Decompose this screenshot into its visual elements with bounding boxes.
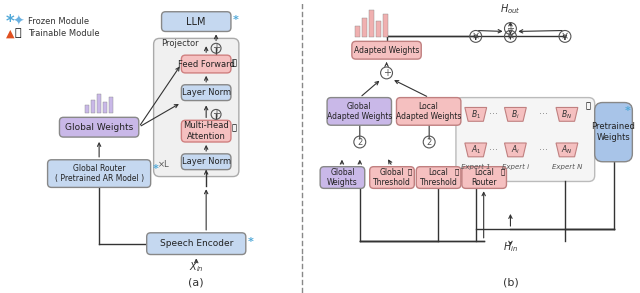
Text: Expert N: Expert N: [552, 163, 582, 170]
Text: 🔥: 🔥: [15, 28, 21, 38]
Bar: [355, 26, 360, 38]
FancyBboxPatch shape: [595, 103, 632, 162]
Text: ...: ...: [489, 142, 498, 152]
Text: Local
Threshold: Local Threshold: [420, 168, 458, 187]
Bar: [103, 102, 107, 113]
Text: +: +: [212, 43, 220, 53]
FancyBboxPatch shape: [181, 85, 231, 100]
Text: Layer Norm: Layer Norm: [182, 88, 231, 97]
Text: (a): (a): [188, 277, 204, 287]
Text: Global Router
( Pretrained AR Model ): Global Router ( Pretrained AR Model ): [54, 164, 143, 183]
Text: *: *: [248, 237, 253, 247]
Bar: [85, 105, 89, 113]
Text: *: *: [233, 15, 239, 25]
FancyBboxPatch shape: [60, 117, 139, 137]
Text: Projector: Projector: [161, 39, 199, 48]
Text: Expert 1: Expert 1: [461, 163, 491, 170]
FancyBboxPatch shape: [396, 98, 461, 125]
Text: 2: 2: [357, 137, 362, 146]
Text: $B_N$: $B_N$: [561, 108, 573, 121]
Text: *: *: [625, 106, 630, 117]
FancyBboxPatch shape: [370, 167, 414, 188]
Text: ...: ...: [539, 106, 548, 116]
FancyBboxPatch shape: [181, 154, 231, 170]
Bar: [383, 14, 388, 38]
Text: ...: ...: [539, 142, 548, 152]
Text: 🔥: 🔥: [232, 58, 237, 67]
Text: Adapted Weights: Adapted Weights: [354, 46, 419, 55]
FancyBboxPatch shape: [352, 41, 421, 59]
Text: Global
Weights: Global Weights: [327, 168, 358, 187]
Text: Frozen Module: Frozen Module: [28, 17, 89, 26]
Text: Local
Adapted Weights: Local Adapted Weights: [396, 102, 461, 121]
Bar: [362, 18, 367, 38]
FancyBboxPatch shape: [181, 55, 231, 73]
Text: (b): (b): [502, 277, 518, 287]
Text: 🔥: 🔥: [586, 102, 591, 110]
Text: Multi-Head
Attention: Multi-Head Attention: [183, 122, 229, 141]
Text: *: *: [6, 13, 14, 30]
FancyBboxPatch shape: [47, 160, 150, 188]
Bar: [109, 97, 113, 113]
Text: ...: ...: [489, 106, 498, 116]
Text: ×: ×: [472, 31, 480, 41]
FancyBboxPatch shape: [327, 98, 392, 125]
Text: ×: ×: [506, 31, 515, 41]
Text: 🔥: 🔥: [408, 169, 412, 175]
FancyBboxPatch shape: [462, 167, 506, 188]
Text: Global Weights: Global Weights: [65, 123, 133, 132]
Text: 🔥: 🔥: [500, 169, 504, 175]
Text: $B_1$: $B_1$: [470, 108, 481, 121]
Polygon shape: [465, 108, 486, 121]
Polygon shape: [504, 108, 526, 121]
Text: Global
Adapted Weights: Global Adapted Weights: [326, 102, 392, 121]
Text: +: +: [212, 109, 220, 119]
Text: ×: ×: [561, 31, 569, 41]
Text: Pretrained
Weights: Pretrained Weights: [591, 122, 636, 142]
Text: $A_i$: $A_i$: [511, 144, 520, 156]
Text: Trainable Module: Trainable Module: [28, 29, 99, 38]
Polygon shape: [556, 143, 578, 157]
Text: $A_N$: $A_N$: [561, 144, 573, 156]
Text: Global
Threshold: Global Threshold: [373, 168, 411, 187]
FancyBboxPatch shape: [161, 12, 231, 31]
Text: ▲: ▲: [6, 28, 14, 38]
FancyBboxPatch shape: [181, 120, 231, 142]
FancyBboxPatch shape: [320, 167, 365, 188]
FancyBboxPatch shape: [154, 38, 239, 177]
Text: Expert i: Expert i: [502, 163, 529, 170]
Bar: [376, 21, 381, 38]
Text: *: *: [152, 164, 159, 174]
Text: LLM: LLM: [186, 17, 206, 27]
Text: 🔥: 🔥: [232, 123, 237, 132]
Text: Feed Forward: Feed Forward: [178, 59, 235, 69]
Text: $X_{in}$: $X_{in}$: [189, 260, 204, 274]
Polygon shape: [504, 143, 526, 157]
Text: ×L: ×L: [157, 160, 169, 169]
Text: Layer Norm: Layer Norm: [182, 157, 231, 166]
Polygon shape: [556, 108, 578, 121]
Polygon shape: [465, 143, 486, 157]
Text: +: +: [506, 23, 515, 33]
Text: $B_i$: $B_i$: [511, 108, 520, 121]
Text: Local
Router: Local Router: [472, 168, 497, 187]
FancyBboxPatch shape: [147, 233, 246, 255]
Bar: [97, 94, 101, 113]
Bar: [91, 100, 95, 113]
Text: $H_{out}$: $H_{out}$: [500, 2, 521, 16]
Text: +: +: [383, 68, 390, 78]
FancyBboxPatch shape: [416, 167, 461, 188]
Text: $A_1$: $A_1$: [470, 144, 481, 156]
FancyBboxPatch shape: [456, 98, 595, 181]
Text: Speech Encoder: Speech Encoder: [159, 239, 233, 248]
Bar: [369, 10, 374, 38]
Text: $H_{in}$: $H_{in}$: [503, 241, 518, 254]
Text: ✦: ✦: [12, 15, 24, 29]
Text: 2: 2: [426, 137, 432, 146]
Text: 🔥: 🔥: [454, 169, 459, 175]
